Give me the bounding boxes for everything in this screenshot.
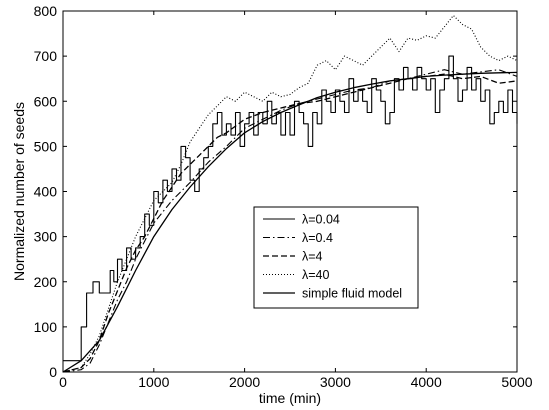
x-axis-ticks: 0 1000 2000 3000 4000 5000 [59,11,533,390]
y-tick-label: 300 [34,229,58,245]
series-line-4 [62,14,518,373]
x-tick-label: 2000 [229,374,260,390]
series-line-2 [62,69,518,373]
legend-label: λ=0.04 [302,213,340,227]
x-tick-label: 5000 [501,374,532,390]
y-tick-label: 200 [34,274,58,290]
x-axis-label: time (min) [259,390,321,406]
series-line-5 [62,71,518,373]
y-axis-label: Normalized number of seeds [11,102,27,281]
legend-label: λ=0.4 [302,231,333,245]
legend: λ=0.04 λ=0.4 λ=4 λ=40 simple fluid model [253,206,419,309]
y-tick-label: 600 [34,93,58,109]
legend-box [253,206,419,309]
x-tick-label: 1000 [138,374,169,390]
y-axis-ticks: 0 100 200 300 400 500 600 700 800 [34,3,517,380]
y-tick-label: 0 [49,364,57,380]
legend-label: λ=40 [302,268,330,282]
y-tick-label: 700 [34,48,58,64]
y-tick-label: 400 [34,184,58,200]
legend-items: λ=0.04 λ=0.4 λ=4 λ=40 simple fluid model [263,213,402,301]
x-tick-label: 3000 [320,374,351,390]
legend-label: simple fluid model [302,287,402,301]
x-tick-label: 4000 [411,374,442,390]
y-tick-label: 800 [34,3,58,19]
y-tick-label: 100 [34,319,58,335]
y-tick-label: 500 [34,138,58,154]
legend-label: λ=4 [302,250,323,264]
plot-series [62,14,518,373]
x-tick-label: 0 [59,374,67,390]
